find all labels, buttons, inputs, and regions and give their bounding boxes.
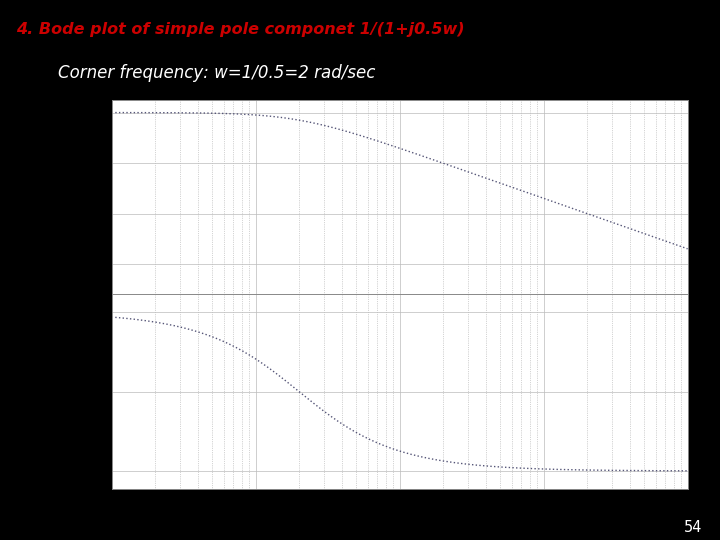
Y-axis label: Magnitude (dB): Magnitude (dB): [63, 150, 73, 244]
Title: Bode Diagram: Bode Diagram: [355, 86, 445, 99]
Text: 4. Bode plot of simple pole componet 1/(1+j0.5w): 4. Bode plot of simple pole componet 1/(…: [16, 22, 464, 37]
X-axis label: Frequency (rad/sec): Frequency (rad/sec): [336, 519, 464, 529]
Text: 54: 54: [684, 519, 702, 535]
Y-axis label: Phase (deg): Phase (deg): [63, 354, 73, 429]
Text: Corner frequency: w=1/0.5=2 rad/sec: Corner frequency: w=1/0.5=2 rad/sec: [58, 64, 375, 82]
